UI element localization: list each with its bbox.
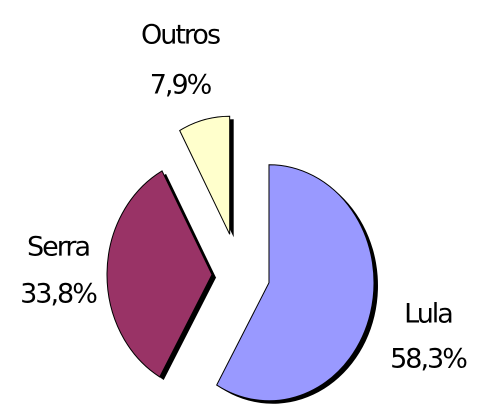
slice (106, 170, 213, 378)
slice-label: Lula (404, 299, 452, 330)
slice-label: Serra (27, 232, 89, 263)
slice (179, 115, 231, 235)
slice-value-label: 7,9% (150, 70, 212, 101)
slice (216, 164, 375, 402)
slice-value-label: 33,8% (20, 279, 97, 310)
slice-label: Outros (141, 20, 220, 51)
slice-value-label: 58,3% (390, 344, 467, 375)
